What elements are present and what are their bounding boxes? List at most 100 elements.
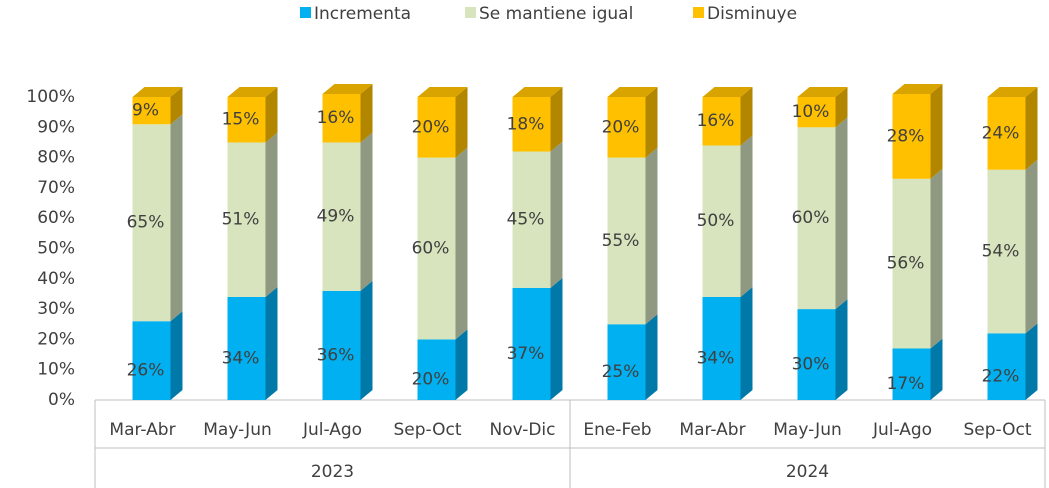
bar-segment	[132, 124, 171, 322]
bar-top	[702, 87, 753, 97]
bar-segment	[892, 348, 931, 400]
bar-side	[1025, 323, 1038, 400]
bar-segment	[987, 169, 1026, 334]
data-label: 60%	[412, 239, 450, 259]
data-label: 49%	[317, 207, 355, 227]
data-label: 37%	[507, 344, 545, 364]
data-label: 34%	[222, 348, 260, 368]
x-tick-label: May-Jun	[773, 420, 842, 440]
x-tick-label: Mar-Abr	[109, 420, 175, 440]
x-tick-label: Sep-Oct	[963, 420, 1031, 440]
bar-top	[797, 87, 848, 97]
bar-side	[550, 87, 563, 152]
data-label: 50%	[697, 211, 735, 231]
bar-top	[892, 83, 943, 94]
legend-label: Incrementa	[314, 4, 411, 24]
legend-label: Se mantiene igual	[479, 4, 633, 24]
y-tick-label: 30%	[37, 299, 75, 319]
bar-side	[265, 286, 278, 400]
bar-top	[512, 87, 563, 97]
bar-side	[645, 314, 658, 400]
bar-segment	[987, 97, 1026, 170]
data-label: 51%	[222, 210, 260, 230]
bar-segment	[417, 339, 456, 400]
data-label: 65%	[127, 213, 165, 233]
bar-segment	[132, 97, 171, 125]
bar-side	[170, 87, 183, 125]
bar-segment	[512, 151, 551, 288]
y-tick-label: 50%	[37, 239, 75, 259]
bar-side	[455, 147, 468, 340]
bar-segment	[892, 178, 931, 349]
bar-segment	[607, 157, 646, 325]
bar-side	[930, 83, 943, 179]
data-label: 20%	[602, 117, 640, 137]
bar-segment	[797, 309, 836, 400]
bar-segment	[607, 324, 646, 400]
bar-side	[170, 311, 183, 400]
bar-segment	[797, 97, 836, 128]
bar-side	[1025, 87, 1038, 170]
data-label: 25%	[602, 362, 640, 382]
bar-top	[607, 87, 658, 97]
bar-segment	[797, 127, 836, 310]
legend-swatch	[300, 7, 311, 18]
x-tick-label: Nov-Dic	[489, 420, 555, 440]
bar-top	[987, 87, 1038, 97]
data-label: 54%	[982, 242, 1020, 262]
bar-side	[1025, 159, 1038, 334]
y-tick-label: 90%	[37, 117, 75, 137]
data-label: 26%	[127, 361, 165, 381]
data-label: 55%	[602, 231, 640, 251]
bar-side	[930, 168, 943, 349]
bar-side	[835, 299, 848, 400]
bar-segment	[227, 142, 266, 297]
bar-side	[360, 83, 373, 143]
data-label: 16%	[317, 108, 355, 128]
bar-segment	[702, 97, 741, 146]
bar-segment	[227, 296, 266, 400]
x-tick-label: Mar-Abr	[679, 420, 745, 440]
bar-segment	[417, 97, 456, 158]
group-label: 2024	[786, 462, 829, 482]
legend-swatch	[465, 7, 476, 18]
data-label: 60%	[792, 208, 830, 228]
bar-segment	[132, 321, 171, 400]
data-label: 56%	[887, 254, 925, 274]
y-tick-label: 60%	[37, 208, 75, 228]
bar-segment	[322, 290, 361, 400]
bar-segment	[702, 296, 741, 400]
bar-segment	[892, 93, 931, 179]
data-label: 36%	[317, 345, 355, 365]
bar-side	[645, 87, 658, 158]
data-label: 28%	[887, 126, 925, 146]
bar-side	[740, 286, 753, 400]
data-label: 10%	[792, 102, 830, 122]
bar-top	[227, 87, 278, 97]
data-label: 20%	[412, 370, 450, 390]
data-label: 20%	[412, 117, 450, 137]
y-tick-label: 20%	[37, 329, 75, 349]
data-label: 16%	[697, 111, 735, 131]
legend-swatch	[693, 7, 704, 18]
bar-side	[930, 338, 943, 400]
bar-segment	[512, 97, 551, 152]
bar-side	[835, 87, 848, 128]
data-label: 22%	[982, 367, 1020, 387]
bar-top	[132, 87, 183, 97]
data-label: 34%	[697, 348, 735, 368]
x-tick-label: May-Jun	[203, 420, 272, 440]
data-label: 24%	[982, 123, 1020, 143]
y-tick-label: 40%	[37, 269, 75, 289]
bar-segment	[702, 145, 741, 297]
group-label: 2023	[311, 462, 354, 482]
bar-top	[417, 87, 468, 97]
data-label: 17%	[887, 374, 925, 394]
data-label: 9%	[132, 101, 159, 121]
y-tick-label: 80%	[37, 148, 75, 168]
bar-top	[322, 83, 373, 94]
y-tick-label: 70%	[37, 178, 75, 198]
bar-side	[550, 277, 563, 400]
bar-segment	[987, 333, 1026, 400]
bar-side	[455, 329, 468, 400]
